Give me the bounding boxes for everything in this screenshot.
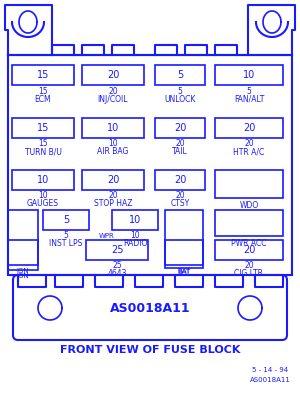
- Bar: [86, 240, 148, 260]
- Text: GAUGES: GAUGES: [27, 200, 59, 209]
- Text: 25: 25: [111, 245, 123, 255]
- Bar: [155, 118, 205, 138]
- Bar: [82, 170, 144, 190]
- Bar: [215, 240, 283, 260]
- Text: AS0018A11: AS0018A11: [250, 377, 290, 383]
- Text: 20: 20: [107, 70, 119, 80]
- Text: 5: 5: [177, 70, 183, 80]
- Text: PWR ACC: PWR ACC: [231, 239, 267, 248]
- Text: CTSY: CTSY: [170, 200, 190, 209]
- Text: 5 - 14 - 94: 5 - 14 - 94: [252, 367, 288, 373]
- Text: AS0018A11: AS0018A11: [110, 301, 190, 314]
- Text: ECM: ECM: [35, 94, 51, 103]
- Bar: [8, 210, 38, 265]
- Text: TAIL: TAIL: [172, 147, 188, 156]
- Bar: [8, 240, 38, 270]
- Text: WDO: WDO: [239, 202, 259, 211]
- Text: 15: 15: [37, 123, 49, 133]
- Text: UNLOCK: UNLOCK: [164, 94, 196, 103]
- Text: 10: 10: [108, 140, 118, 149]
- Text: 5: 5: [63, 215, 69, 225]
- Text: 20: 20: [244, 140, 254, 149]
- Text: INJ/COIL: INJ/COIL: [98, 94, 128, 103]
- Text: 20: 20: [108, 86, 118, 95]
- Text: 5: 5: [247, 86, 251, 95]
- Text: 20: 20: [174, 123, 186, 133]
- Text: 5: 5: [64, 231, 68, 241]
- Text: IGN: IGN: [17, 273, 29, 279]
- Bar: [215, 170, 283, 198]
- Text: 5: 5: [178, 86, 182, 95]
- Text: 20: 20: [175, 191, 185, 200]
- Text: 15: 15: [38, 140, 48, 149]
- Text: 10: 10: [107, 123, 119, 133]
- Bar: [215, 210, 283, 236]
- Bar: [155, 170, 205, 190]
- Bar: [12, 118, 74, 138]
- Text: 20: 20: [108, 191, 118, 200]
- Text: TURN B/U: TURN B/U: [25, 147, 62, 156]
- Text: HTR A/C: HTR A/C: [233, 147, 265, 156]
- Bar: [82, 118, 144, 138]
- Text: 15: 15: [38, 86, 48, 95]
- Text: FRONT VIEW OF FUSE BLOCK: FRONT VIEW OF FUSE BLOCK: [60, 345, 240, 355]
- Bar: [165, 210, 203, 265]
- Text: AIR BAG: AIR BAG: [97, 147, 129, 156]
- Text: 10: 10: [130, 231, 140, 241]
- Text: STOP HAZ: STOP HAZ: [94, 200, 132, 209]
- Text: WPR: WPR: [99, 233, 115, 239]
- Text: BAT: BAT: [177, 269, 190, 275]
- Text: 10: 10: [243, 70, 255, 80]
- Text: 10: 10: [38, 191, 48, 200]
- Bar: [155, 65, 205, 85]
- Bar: [215, 65, 283, 85]
- Text: IGN: IGN: [17, 268, 29, 274]
- Bar: [8, 55, 292, 275]
- Bar: [82, 65, 144, 85]
- Text: 25: 25: [112, 261, 122, 270]
- Bar: [165, 240, 203, 268]
- Text: 20: 20: [174, 175, 186, 185]
- Text: 15: 15: [37, 70, 49, 80]
- Text: 4643: 4643: [107, 270, 127, 279]
- Text: 20: 20: [243, 245, 255, 255]
- Text: 20: 20: [244, 261, 254, 270]
- Bar: [43, 210, 89, 230]
- Bar: [215, 118, 283, 138]
- Bar: [12, 65, 74, 85]
- Text: 20: 20: [107, 175, 119, 185]
- Text: 20: 20: [243, 123, 255, 133]
- Text: RADIO: RADIO: [123, 239, 147, 248]
- Text: 10: 10: [37, 175, 49, 185]
- Bar: [112, 210, 158, 230]
- Text: 10: 10: [129, 215, 141, 225]
- Text: 20: 20: [175, 140, 185, 149]
- Bar: [12, 170, 74, 190]
- Text: FAN/ALT: FAN/ALT: [234, 94, 264, 103]
- Text: CIG LTR: CIG LTR: [235, 270, 263, 279]
- Text: BAT: BAT: [177, 268, 190, 274]
- Text: INST LPS: INST LPS: [49, 239, 83, 248]
